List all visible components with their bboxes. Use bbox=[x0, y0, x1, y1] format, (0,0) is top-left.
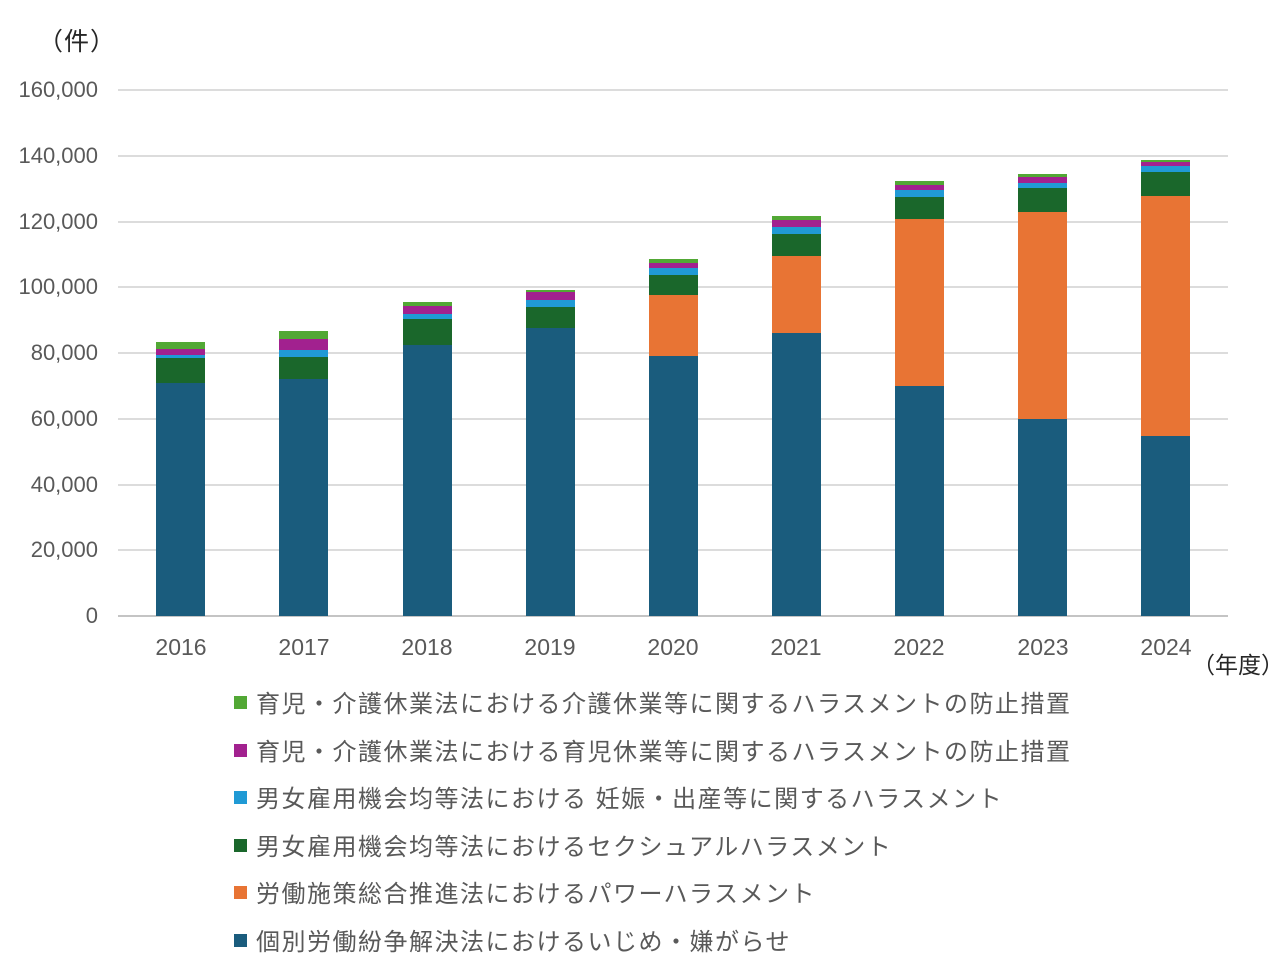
x-tick-label: 2020 bbox=[647, 634, 699, 660]
legend-item: 個別労働紛争解決法におけるいじめ・嫌がらせ bbox=[234, 924, 792, 956]
gridline bbox=[118, 89, 1228, 91]
bar-segment-2023-s5 bbox=[1018, 174, 1067, 177]
legend-item: 男女雇用機会均等法における 妊娠・出産等に関するハラスメント bbox=[234, 781, 1004, 813]
legend-label: 男女雇用機会均等法におけるセクシュアルハラスメント bbox=[256, 833, 893, 861]
bar-segment-2017-s4 bbox=[279, 338, 328, 350]
bar-segment-2022-s5 bbox=[895, 181, 944, 185]
legend-swatch-icon bbox=[234, 743, 247, 757]
bar-segment-2016-s0 bbox=[156, 382, 205, 616]
x-tick-label: 2021 bbox=[770, 634, 822, 660]
bar-segment-2020-s1 bbox=[649, 295, 698, 356]
y-axis-unit-label: （件） bbox=[38, 28, 117, 56]
y-tick-label: 120,000 bbox=[18, 208, 98, 234]
legend-item: 育児・介護休業法における育児休業等に関するハラスメントの防止措置 bbox=[234, 734, 1072, 766]
x-tick-label: 2019 bbox=[524, 634, 576, 660]
legend-label: 育児・介護休業法における介護休業等に関するハラスメントの防止措置 bbox=[256, 690, 1072, 718]
bar-segment-2022-s2 bbox=[895, 196, 944, 219]
bar-segment-2024-s5 bbox=[1141, 160, 1190, 163]
bar-segment-2022-s4 bbox=[895, 184, 944, 191]
bar-segment-2021-s1 bbox=[772, 256, 821, 334]
y-tick-label: 100,000 bbox=[18, 274, 98, 300]
x-tick-label: 2016 bbox=[155, 634, 207, 660]
bar-segment-2022-s1 bbox=[895, 218, 944, 387]
x-axis-line bbox=[118, 615, 1228, 617]
bar-segment-2024-s2 bbox=[1141, 172, 1190, 196]
bar-segment-2017-s2 bbox=[279, 356, 328, 379]
bar-segment-2021-s4 bbox=[772, 220, 821, 227]
bar-segment-2016-s3 bbox=[156, 354, 205, 358]
legend-item: 男女雇用機会均等法におけるセクシュアルハラスメント bbox=[234, 829, 893, 861]
y-tick-label: 40,000 bbox=[30, 471, 98, 497]
x-tick-label: 2024 bbox=[1140, 634, 1192, 660]
legend-swatch-icon bbox=[234, 885, 247, 899]
bar-segment-2024-s3 bbox=[1141, 166, 1190, 173]
bar-segment-2023-s1 bbox=[1018, 211, 1067, 419]
bar-segment-2019-s0 bbox=[526, 328, 575, 616]
gridline bbox=[118, 220, 1228, 223]
bar-segment-2017-s5 bbox=[279, 331, 328, 339]
bar-segment-2023-s3 bbox=[1018, 183, 1067, 189]
bar-segment-2023-s4 bbox=[1018, 176, 1067, 184]
bar-segment-2019-s5 bbox=[526, 289, 575, 292]
legend-label: 個別労働紛争解決法におけるいじめ・嫌がらせ bbox=[256, 928, 792, 956]
legend-swatch-icon bbox=[234, 838, 247, 852]
bar-segment-2022-s0 bbox=[895, 386, 944, 616]
x-axis-unit-label: （年度） bbox=[1192, 652, 1280, 678]
x-tick-label: 2017 bbox=[278, 634, 330, 660]
legend-label: 労働施策総合推進法におけるパワーハラスメント bbox=[256, 880, 817, 908]
legend-swatch-icon bbox=[234, 790, 247, 804]
bar-segment-2018-s2 bbox=[403, 319, 452, 346]
y-tick-label: 80,000 bbox=[30, 340, 98, 365]
bar-segment-2017-s0 bbox=[279, 378, 328, 616]
bar-segment-2020-s0 bbox=[649, 355, 698, 616]
bar-segment-2020-s2 bbox=[649, 275, 698, 296]
bar-segment-2016-s5 bbox=[156, 342, 205, 349]
legend-item: 育児・介護休業法における介護休業等に関するハラスメントの防止措置 bbox=[234, 686, 1072, 718]
bar-segment-2018-s3 bbox=[403, 313, 452, 320]
bar-segment-2021-s5 bbox=[772, 215, 821, 221]
y-tick-label: 160,000 bbox=[18, 77, 98, 102]
bar-segment-2016-s4 bbox=[156, 348, 205, 355]
bar-segment-2019-s4 bbox=[526, 291, 575, 301]
bar-segment-2020-s4 bbox=[649, 262, 698, 268]
bar-segment-2018-s0 bbox=[403, 345, 452, 616]
bar-segment-2021-s3 bbox=[772, 226, 821, 235]
legend-label: 育児・介護休業法における育児休業等に関するハラスメントの防止措置 bbox=[256, 738, 1072, 766]
x-tick-label: 2018 bbox=[401, 634, 453, 660]
bar-segment-2016-s2 bbox=[156, 357, 205, 383]
bar-segment-2021-s0 bbox=[772, 333, 821, 616]
y-tick-label: 60,000 bbox=[30, 405, 98, 431]
bar-segment-2023-s2 bbox=[1018, 188, 1067, 212]
y-tick-label: 140,000 bbox=[18, 142, 98, 168]
gridline bbox=[118, 154, 1228, 157]
bar-segment-2019-s2 bbox=[526, 306, 575, 329]
x-tick-label: 2022 bbox=[893, 634, 945, 660]
y-tick-label: 0 bbox=[85, 603, 98, 628]
bar-segment-2023-s0 bbox=[1018, 418, 1067, 616]
legend-label: 男女雇用機会均等法における 妊娠・出産等に関するハラスメント bbox=[256, 785, 1004, 813]
bar-segment-2018-s4 bbox=[403, 306, 452, 314]
bar-segment-2024-s4 bbox=[1141, 162, 1190, 167]
bar-segment-2022-s3 bbox=[895, 190, 944, 197]
bar-segment-2019-s3 bbox=[526, 300, 575, 307]
y-tick-label: 20,000 bbox=[30, 537, 98, 563]
bar-segment-2020-s3 bbox=[649, 267, 698, 276]
x-tick-label: 2023 bbox=[1017, 634, 1069, 660]
bar-segment-2018-s5 bbox=[403, 302, 452, 307]
bar-segment-2021-s2 bbox=[772, 234, 821, 256]
bar-segment-2017-s3 bbox=[279, 349, 328, 357]
bar-segment-2024-s0 bbox=[1141, 436, 1190, 616]
legend-swatch-icon bbox=[234, 933, 247, 947]
bar-segment-2020-s5 bbox=[649, 259, 698, 263]
legend-item: 労働施策総合推進法におけるパワーハラスメント bbox=[234, 876, 817, 908]
legend-swatch-icon bbox=[234, 695, 247, 709]
bar-segment-2024-s1 bbox=[1141, 195, 1190, 437]
